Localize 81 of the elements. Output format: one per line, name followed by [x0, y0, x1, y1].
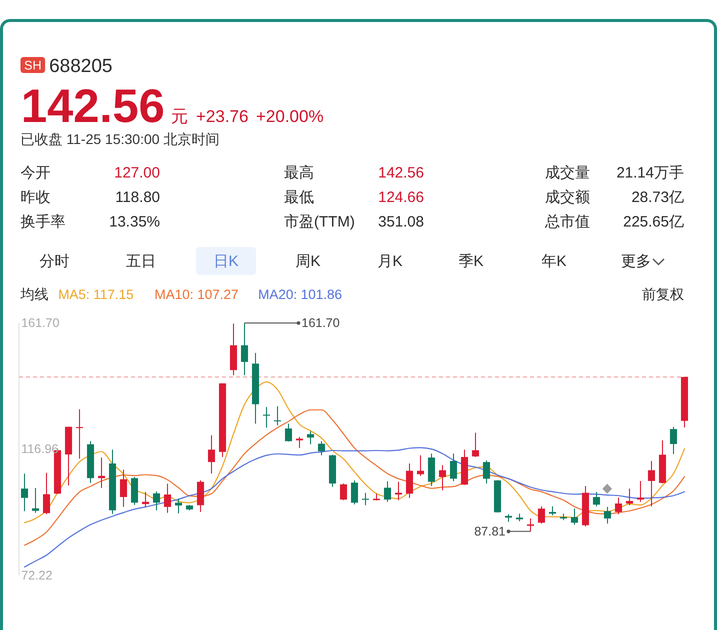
legend-title: 均线 [20, 285, 49, 302]
text: 28.73亿 [631, 189, 684, 206]
candlestick [604, 506, 611, 524]
candlestick [570, 508, 578, 525]
annotation: 161.70 [301, 316, 340, 330]
text: 今开 [20, 164, 50, 182]
candlestick [592, 491, 600, 507]
candlestick [384, 480, 391, 502]
text: 市盈(TTM) [284, 214, 355, 231]
candlestick [472, 432, 479, 458]
candlestick [450, 452, 457, 482]
candlestick [262, 406, 270, 428]
candlestick [670, 426, 677, 454]
text: 124.66 [378, 189, 424, 206]
candlestick [174, 498, 182, 514]
line-series [24, 381, 685, 523]
candlestick [164, 482, 171, 514]
candlestick [614, 496, 622, 514]
candlestick [76, 408, 83, 459]
text: 换手率 [20, 214, 66, 231]
text: 更多 [621, 253, 651, 270]
text: 142.56 [378, 164, 424, 182]
candlestick [32, 487, 39, 514]
candlestick [438, 464, 446, 490]
text: SH [24, 58, 42, 72]
candlestick [648, 460, 655, 507]
text: 351.08 [378, 214, 424, 231]
line-series [24, 409, 685, 546]
text: 元 [171, 107, 188, 126]
text: MA5: 117.15 [58, 286, 134, 302]
text: 昨收 [20, 189, 50, 206]
text: 已收盘 11-25 15:30:00 北京时间 [20, 131, 220, 147]
candlestick [284, 422, 292, 442]
text: 周K [295, 253, 321, 270]
candlestick [274, 405, 281, 426]
text: MA10: 107.27 [154, 286, 238, 302]
candlestick [538, 506, 545, 524]
candlestick [626, 488, 633, 506]
candlestick [120, 468, 127, 508]
y-tick-label: 161.70 [21, 316, 60, 330]
candlestick [240, 322, 248, 376]
text: +23.76 [196, 107, 248, 126]
text: 五日 [126, 253, 156, 270]
text: 688205 [49, 56, 113, 77]
text: 127.00 [114, 164, 160, 182]
text: 最高 [284, 164, 314, 182]
text: 季K [458, 253, 484, 270]
candlestick [296, 436, 303, 448]
text: 142.56 [21, 79, 165, 132]
candlestick [636, 480, 644, 502]
candlestick [42, 472, 50, 514]
text: 日K [213, 253, 239, 270]
text: 总市值 [544, 214, 590, 231]
candlestick [406, 462, 413, 498]
candlestick [526, 518, 534, 532]
text: 13.35% [109, 214, 160, 231]
text: 225.65亿 [623, 214, 684, 231]
candlestick [482, 460, 490, 484]
text: 21.14万手 [616, 164, 684, 182]
candlestick [350, 480, 358, 505]
candlestick [196, 480, 204, 512]
candlestick [152, 490, 160, 510]
text: MA20: 101.86 [258, 286, 342, 302]
text: 分时 [40, 253, 70, 270]
text: 118.80 [115, 189, 160, 206]
candlestick [340, 482, 347, 500]
annotation: 87.81 [474, 524, 506, 538]
candlestick [306, 430, 314, 444]
text: 年K [541, 253, 567, 270]
text: 最低 [284, 189, 314, 206]
text: 月K [377, 253, 403, 270]
text: +20.00% [256, 107, 324, 126]
text: 成交量 [545, 164, 590, 182]
y-tick-label: 72.22 [21, 568, 52, 582]
text: 前复权 [642, 285, 684, 302]
y-tick-label: 116.96 [21, 442, 58, 456]
text: 成交额 [545, 189, 590, 206]
candlestick [318, 440, 325, 456]
candlestick [208, 434, 215, 474]
candlestick [362, 492, 369, 506]
candlestick [20, 472, 28, 512]
